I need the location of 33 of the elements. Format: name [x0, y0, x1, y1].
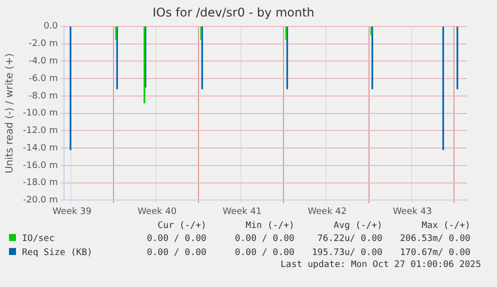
- text: Min (-/+): [244, 220, 296, 232]
- x-tick-label: Week 40: [138, 206, 177, 217]
- text: 206.53m/ 0.00: [399, 233, 472, 246]
- x-tick-label: Week 42: [308, 206, 347, 217]
- chart-title: IOs for /dev/sr0 - by month: [152, 5, 314, 20]
- legend-label: Req Size (KB): [21, 247, 94, 260]
- y-tick-label: -8.0 m: [28, 91, 58, 102]
- y-tick-label: -2.0 m: [28, 39, 58, 50]
- x-tick-label: Week 43: [392, 206, 432, 217]
- y-tick-label: -14.0 m: [22, 143, 58, 154]
- text: 195.73u/ 0.00: [311, 247, 384, 260]
- y-tick-label: -6.0 m: [28, 74, 58, 84]
- y-tick-label: 0.0: [44, 22, 58, 32]
- text: Avg (-/+): [332, 220, 384, 232]
- y-tick-label: -16.0 m: [22, 160, 58, 171]
- y-tick-label: -4.0 m: [28, 56, 58, 67]
- text: 0.00 / 0.00: [146, 247, 208, 260]
- y-tick-label: -20.0 m: [22, 196, 58, 206]
- text: Last update: Mon Oct 27 01:00:06 2025: [280, 260, 482, 270]
- x-tick-label: Week 41: [222, 206, 262, 217]
- text: 170.67m/ 0.00: [399, 247, 472, 260]
- text: 76.22u/ 0.00: [316, 233, 384, 246]
- x-tick-label: Week 39: [52, 206, 92, 217]
- legend-label: IO/sec: [21, 233, 56, 246]
- y-axis-title: Units read (-) / write (+): [4, 53, 16, 174]
- y-tick-label: -18.0 m: [22, 178, 58, 188]
- text: Max (-/+): [420, 220, 472, 232]
- y-tick-label: -12.0 m: [22, 126, 58, 136]
- text: 0.00 / 0.00: [234, 233, 296, 246]
- text: 0.00 / 0.00: [234, 247, 296, 260]
- y-tick-label: -10.0 m: [22, 108, 58, 119]
- text: 0.00 / 0.00: [146, 233, 208, 246]
- text: Cur (-/+): [156, 220, 208, 232]
